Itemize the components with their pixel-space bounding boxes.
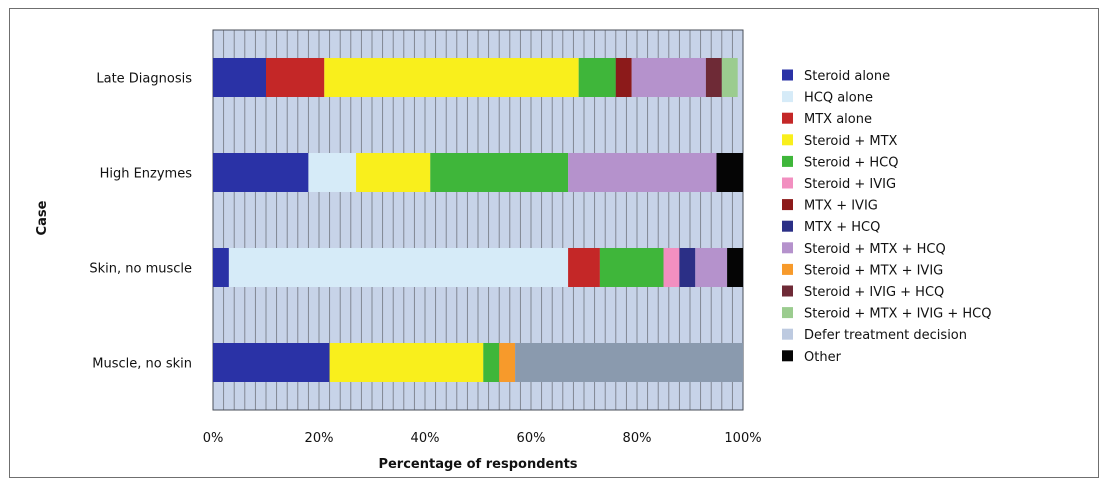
legend-label: Steroid + HCQ: [804, 155, 898, 170]
x-tick-label: 40%: [411, 431, 440, 446]
legend-swatch: [782, 134, 793, 146]
category-label: Skin, no muscle: [89, 262, 192, 277]
category-labels: Late Diagnosis High Enzymes Skin, no muscl…: [89, 72, 192, 372]
bar-segment: [213, 153, 309, 192]
bar-segment: [716, 153, 743, 192]
category-label: Late Diagnosis: [96, 72, 192, 87]
x-tick-label: 20%: [305, 431, 334, 446]
bar-segment: [663, 248, 680, 287]
legend-label: Steroid + MTX + HCQ: [804, 242, 946, 257]
legend-swatch: [782, 220, 793, 232]
bar-segment: [329, 343, 484, 382]
legend-label: Steroid + IVIG: [804, 177, 896, 192]
legend-label: HCQ alone: [804, 91, 873, 106]
bar-segment: [578, 58, 616, 97]
legend-label: MTX alone: [804, 112, 872, 127]
bar-segment: [679, 248, 696, 287]
legend-swatch: [782, 328, 793, 340]
legend-swatch: [782, 91, 793, 103]
category-label: Muscle, no skin: [92, 357, 192, 372]
legend-swatch: [782, 350, 793, 362]
bar-segment: [599, 248, 664, 287]
legend-swatch: [782, 112, 793, 124]
x-tick-label: 80%: [623, 431, 652, 446]
bar-segment: [213, 58, 266, 97]
bar-segment: [705, 58, 722, 97]
bar-segment: [483, 343, 500, 382]
bar-segment: [499, 343, 516, 382]
bar-segment: [213, 343, 330, 382]
bar-segment: [615, 58, 632, 97]
bar-segment: [308, 153, 357, 192]
legend-swatch: [782, 307, 793, 319]
legend-label: MTX + IVIG: [804, 199, 878, 214]
legend-label: Steroid + MTX: [804, 134, 898, 149]
bar-segment: [324, 58, 579, 97]
bar-segment: [430, 153, 569, 192]
bar-segment: [515, 343, 743, 382]
bar-segment: [356, 153, 431, 192]
legend-swatch: [782, 285, 793, 297]
legend-label: Defer treatment decision: [804, 328, 967, 343]
bar-segment: [568, 153, 717, 192]
bars: [213, 58, 743, 382]
legend-label: Steroid + IVIG + HCQ: [804, 285, 944, 300]
legend-swatch: [782, 69, 793, 81]
bar-segment: [695, 248, 728, 287]
legend-label: Steroid alone: [804, 69, 890, 84]
bar-segment: [568, 248, 600, 287]
legend-label: Steroid + MTX + IVIG + HCQ: [804, 307, 991, 322]
x-axis-title: Percentage of respondents: [378, 457, 577, 472]
legend-label: Steroid + MTX + IVIG: [804, 263, 943, 278]
x-tick-labels: 0% 20% 40% 60% 80% 100%: [203, 431, 762, 446]
legend-swatch: [782, 242, 793, 254]
x-tick-label: 100%: [724, 431, 761, 446]
legend-label: Other: [804, 350, 842, 365]
legend-swatch: [782, 177, 793, 189]
y-axis-title: Case: [35, 200, 50, 235]
legend-label: MTX + HCQ: [804, 220, 880, 235]
plot-border: [212, 29, 744, 411]
bar-segment: [721, 58, 738, 97]
legend: Steroid alone HCQ alone MTX alone Steroid +…: [782, 69, 991, 365]
bar-segment: [631, 58, 706, 97]
bar-segment: [266, 58, 325, 97]
legend-swatch: [782, 155, 793, 167]
legend-swatch: [782, 263, 793, 275]
x-tick-label: 0%: [203, 431, 224, 446]
bar-segment: [228, 248, 569, 287]
bar-segment: [213, 248, 229, 287]
x-tick-label: 60%: [517, 431, 546, 446]
bar-segment: [727, 248, 743, 287]
legend-swatch: [782, 199, 793, 211]
category-label: High Enzymes: [100, 167, 193, 182]
